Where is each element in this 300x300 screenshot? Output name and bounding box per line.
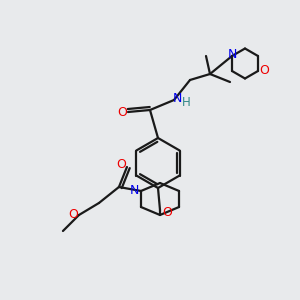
Text: N: N bbox=[129, 184, 139, 197]
Text: O: O bbox=[162, 206, 172, 218]
Text: O: O bbox=[116, 158, 126, 172]
Text: O: O bbox=[68, 208, 78, 221]
Text: N: N bbox=[172, 92, 182, 106]
Text: N: N bbox=[227, 49, 237, 62]
Text: O: O bbox=[259, 64, 269, 77]
Text: O: O bbox=[117, 106, 127, 118]
Text: H: H bbox=[182, 97, 190, 110]
